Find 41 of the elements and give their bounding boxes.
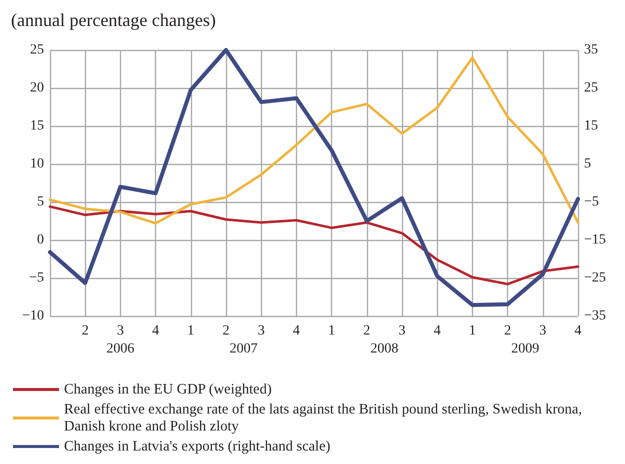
chart-title: (annual percentage changes)	[11, 10, 216, 30]
text: 2006	[106, 342, 134, 356]
y-tick-label: 10	[30, 156, 44, 172]
legend-label: Real effective exchange rate of the lats against the British pound sterling, Swedish krona, Danish krone and Polish zloty	[64, 402, 586, 434]
y2-tick-label: 15	[584, 118, 598, 134]
x-tick-label: 3	[116, 324, 124, 338]
x-tick-label: 1	[187, 324, 194, 338]
y-tick-label: 0	[37, 232, 44, 248]
text: 2009	[511, 342, 540, 356]
y-tick-label: 5	[37, 194, 44, 210]
y-tick-label: −5	[29, 270, 44, 286]
text: 2008	[370, 342, 398, 356]
y-tick-label: 20	[30, 80, 44, 96]
y2-tick-label: 25	[584, 80, 598, 96]
y2-tick-label: 5	[584, 156, 591, 172]
x-tick-label: 2	[363, 324, 370, 338]
x-tick-label: 3	[398, 324, 406, 338]
x-tick-label: 4	[574, 324, 582, 338]
y2-tick-label: 35	[584, 42, 598, 58]
text: 2007	[230, 342, 258, 356]
x-tick-label: 2	[82, 324, 89, 338]
x-tick-label: 4	[434, 324, 441, 338]
x-tick-label: 1	[468, 324, 476, 338]
x-tick-label: 4	[152, 324, 160, 338]
x-tick-label: 4	[292, 324, 300, 338]
y2-tick-label: −5	[584, 194, 599, 210]
legend-label: Changes in Latvia's exports (right-hand scale)	[64, 438, 331, 454]
legend-label: Changes in the EU GDP (weighted)	[64, 382, 272, 398]
y2-tick-label: −15	[584, 232, 606, 248]
x-tick-label: 1	[328, 324, 336, 338]
y-tick-label: 25	[30, 42, 44, 58]
y2-tick-label: −25	[584, 270, 606, 286]
y-tick-label: −10	[22, 308, 44, 324]
x-tick-label: 2	[504, 324, 512, 338]
x-tick-label: 3	[258, 324, 265, 338]
x-tick-label: 2	[222, 324, 230, 338]
x-tick-label: 3	[539, 324, 546, 338]
y-tick-label: 15	[30, 118, 44, 134]
y2-tick-label: −35	[584, 308, 606, 324]
line-series	[48, 205, 580, 286]
line-series	[48, 56, 580, 225]
